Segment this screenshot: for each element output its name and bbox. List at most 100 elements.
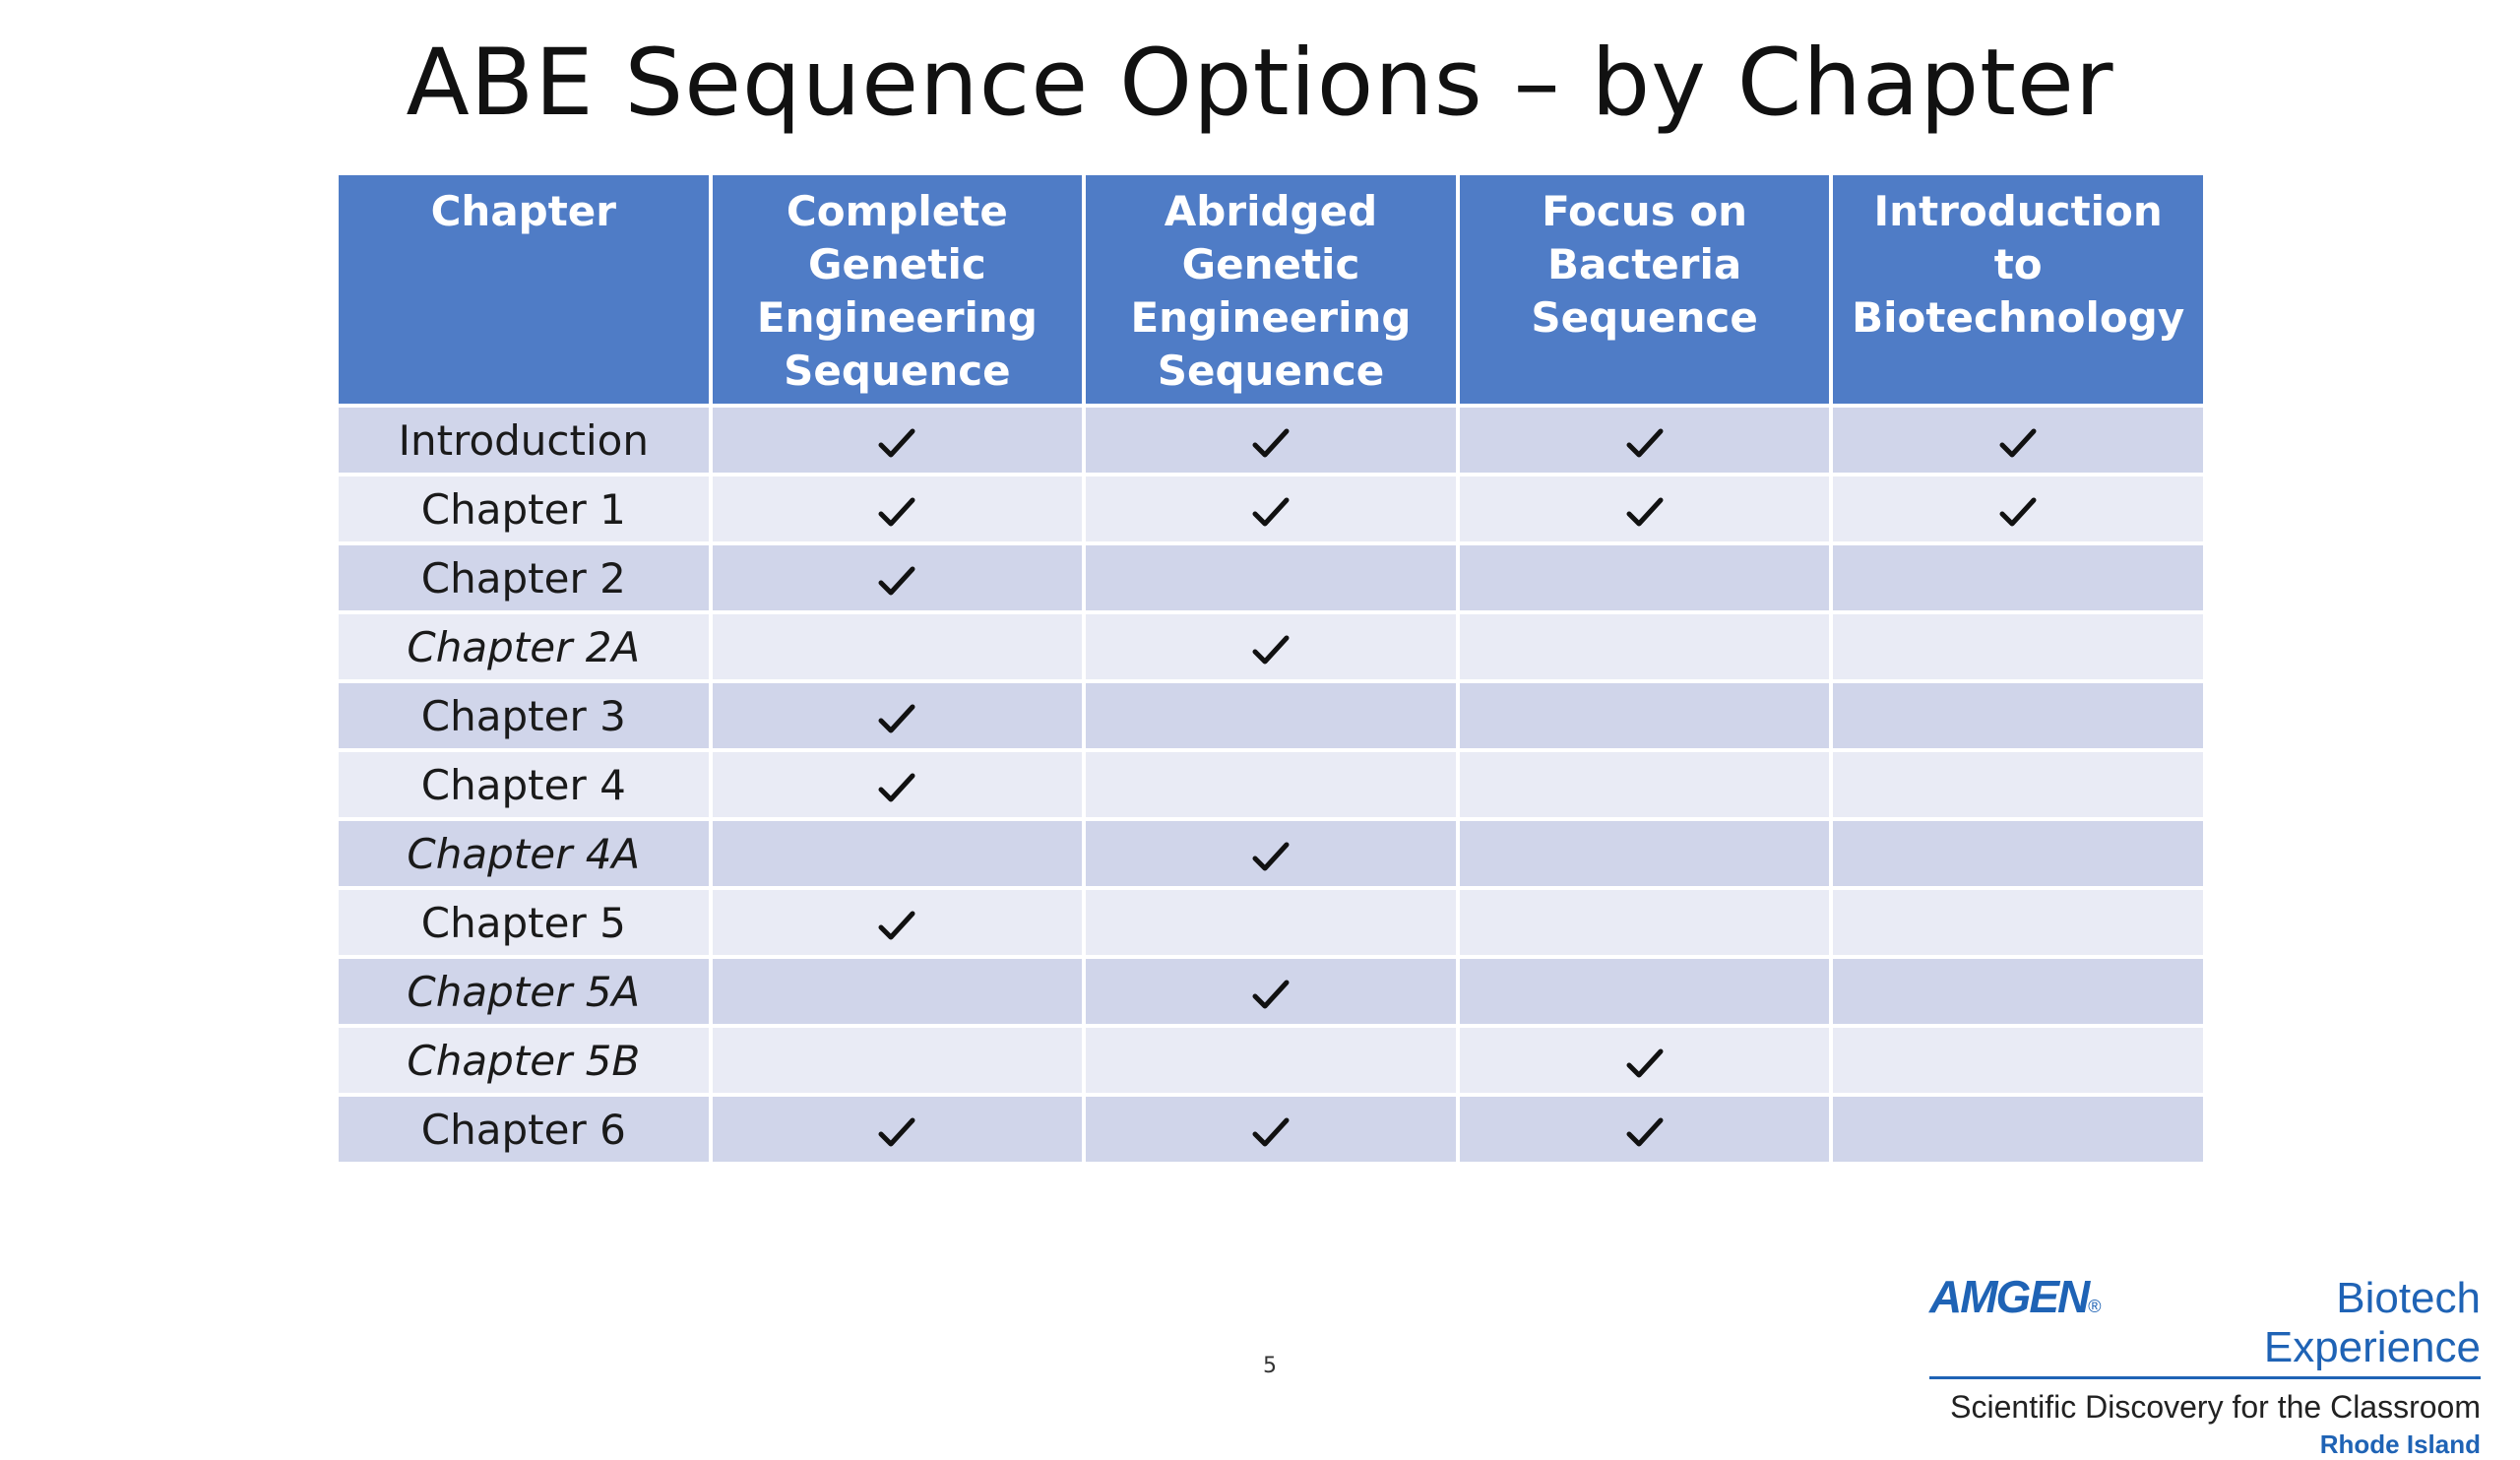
- sequence-cell: [708, 404, 1087, 476]
- amgen-logo: AMGEN ® Biotech Experience Scientific Di…: [1929, 1270, 2481, 1460]
- chapter-cell: Chapter 3: [335, 679, 713, 752]
- sequence-cell: [1829, 1024, 2207, 1097]
- table-row: Chapter 3: [335, 679, 2207, 752]
- chapter-cell: Introduction: [335, 404, 713, 476]
- check-icon: [1626, 497, 1664, 527]
- sequence-cell: [1082, 1093, 1460, 1166]
- table-row: Chapter 6: [335, 1093, 2207, 1166]
- column-header-abridged-sequence: Abridged Genetic Engineering Sequence: [1082, 171, 1460, 408]
- sequence-cell: [1082, 817, 1460, 890]
- table-row: Chapter 5: [335, 886, 2207, 959]
- chapter-cell: Chapter 4: [335, 748, 713, 821]
- check-icon: [878, 911, 915, 940]
- table-body: Introduction Chapter 1 Chapter 2 Chapter 2A…: [335, 404, 2207, 1166]
- check-icon: [1999, 497, 2037, 527]
- sequence-cell: [1455, 748, 1834, 821]
- sequence-cell: [708, 1093, 1087, 1166]
- column-header-intro-biotech: Introduction to Biotechnology: [1829, 171, 2207, 408]
- sequence-cell: [1455, 473, 1834, 545]
- sequence-cell: [1455, 886, 1834, 959]
- chapter-cell: Chapter 1: [335, 473, 713, 545]
- slide-title: ABE Sequence Options – by Chapter: [406, 30, 2114, 137]
- sequence-cell: [1829, 886, 2207, 959]
- logo-tagline: Scientific Discovery for the Classroom: [1950, 1389, 2481, 1425]
- sequence-cell: [708, 748, 1087, 821]
- sequence-cell: [1829, 404, 2207, 476]
- column-header-chapter: Chapter: [335, 171, 713, 408]
- sequence-cell: [1082, 955, 1460, 1028]
- sequence-cell: [1455, 1024, 1834, 1097]
- chapter-cell: Chapter 4A: [335, 817, 713, 890]
- sequence-cell: [1082, 404, 1460, 476]
- sequence-cell: [1829, 817, 2207, 890]
- chapter-cell: Chapter 2: [335, 541, 713, 614]
- table-row: Chapter 2A: [335, 610, 2207, 683]
- sequence-cell: [1455, 541, 1834, 614]
- chapter-cell: Chapter 2A: [335, 610, 713, 683]
- sequence-cell: [708, 1024, 1087, 1097]
- chapter-cell: Chapter 6: [335, 1093, 713, 1166]
- check-icon: [1252, 635, 1290, 665]
- check-icon: [878, 704, 915, 733]
- sequence-cell: [1829, 473, 2207, 545]
- check-icon: [878, 566, 915, 596]
- sequence-cell: [1082, 1024, 1460, 1097]
- sequence-cell: [1455, 955, 1834, 1028]
- logo-brand-line: AMGEN ® Biotech Experience: [1929, 1270, 2481, 1372]
- sequence-cell: [1455, 817, 1834, 890]
- sequence-cell: [708, 473, 1087, 545]
- check-icon: [1252, 428, 1290, 458]
- sequence-cell: [1455, 679, 1834, 752]
- table-row: Chapter 5B: [335, 1024, 2207, 1097]
- check-icon: [1626, 428, 1664, 458]
- check-icon: [1626, 1048, 1664, 1078]
- sequence-cell: [1082, 679, 1460, 752]
- check-icon: [1252, 497, 1290, 527]
- sequence-cell: [1829, 1093, 2207, 1166]
- chapter-cell: Chapter 5B: [335, 1024, 713, 1097]
- check-icon: [1252, 980, 1290, 1009]
- check-icon: [1252, 842, 1290, 871]
- check-icon: [878, 497, 915, 527]
- logo-product: Biotech Experience: [2263, 1274, 2481, 1371]
- table-row: Chapter 1: [335, 473, 2207, 545]
- table-row: Chapter 2: [335, 541, 2207, 614]
- check-icon: [1252, 1117, 1290, 1147]
- table-row: Introduction: [335, 404, 2207, 476]
- check-icon: [878, 428, 915, 458]
- sequence-cell: [1082, 610, 1460, 683]
- sequence-cell: [1829, 541, 2207, 614]
- check-icon: [1999, 428, 2037, 458]
- table-header-row: Chapter Complete Genetic Engineering Seq…: [335, 171, 2207, 408]
- check-icon: [878, 773, 915, 802]
- sequence-cell: [1829, 610, 2207, 683]
- sequence-cell: [708, 610, 1087, 683]
- sequence-cell: [708, 541, 1087, 614]
- logo-region: Rhode Island: [2319, 1429, 2481, 1459]
- chapter-cell: Chapter 5: [335, 886, 713, 959]
- sequence-cell: [708, 679, 1087, 752]
- table-row: Chapter 5A: [335, 955, 2207, 1028]
- sequence-cell: [708, 817, 1087, 890]
- table-row: Chapter 4: [335, 748, 2207, 821]
- check-icon: [878, 1117, 915, 1147]
- sequence-cell: [708, 955, 1087, 1028]
- sequence-cell: [1829, 955, 2207, 1028]
- logo-brand: AMGEN: [1929, 1271, 2090, 1322]
- sequence-cell: [1829, 748, 2207, 821]
- sequence-cell: [1829, 679, 2207, 752]
- table-row: Chapter 4A: [335, 817, 2207, 890]
- sequence-cell: [1082, 473, 1460, 545]
- chapter-cell: Chapter 5A: [335, 955, 713, 1028]
- sequence-cell: [1455, 1093, 1834, 1166]
- logo-registered-mark: ®: [2088, 1297, 2102, 1316]
- sequence-cell: [1082, 541, 1460, 614]
- check-icon: [1626, 1117, 1664, 1147]
- page-number: 5: [1263, 1354, 1277, 1378]
- sequence-cell: [708, 886, 1087, 959]
- sequence-cell: [1082, 886, 1460, 959]
- sequence-cell: [1455, 610, 1834, 683]
- sequence-cell: [1082, 748, 1460, 821]
- column-header-bacteria-sequence: Focus on Bacteria Sequence: [1455, 171, 1834, 408]
- sequence-options-table: Chapter Complete Genetic Engineering Seq…: [335, 171, 2207, 1166]
